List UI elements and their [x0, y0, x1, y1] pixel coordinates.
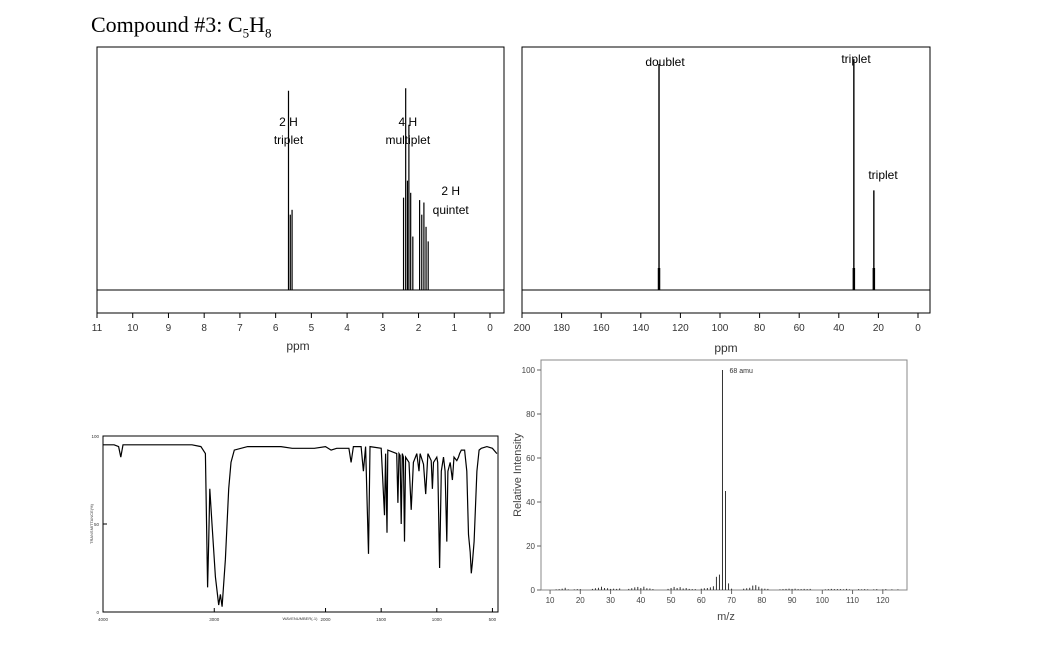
h1-nmr-annotation: 2 H — [279, 115, 298, 129]
ms-y-tick-label: 0 — [531, 586, 536, 595]
h1-nmr-x-tick-label: 2 — [416, 323, 422, 334]
ms-x-axis-label: m/z — [717, 611, 735, 623]
ms-x-tick-label: 70 — [727, 596, 736, 605]
ms-x-tick-label: 30 — [606, 596, 615, 605]
ir-x-axis-label: WAVENUMBER(-1) — [283, 616, 319, 621]
h1-nmr-x-axis-label: ppm — [286, 339, 309, 353]
ms-y-tick-label: 40 — [526, 498, 535, 507]
ir-x-tick-label: 2000 — [321, 617, 332, 622]
title-hydrogen: H — [249, 12, 265, 37]
h1-nmr-x-tick-label: 8 — [201, 323, 207, 334]
ir-y-tick-label: 0 — [96, 610, 99, 615]
c13-nmr-x-tick-label: 180 — [553, 323, 570, 334]
h1-nmr-x-tick-label: 6 — [273, 323, 279, 334]
title-prefix: Compound #3: C — [91, 12, 243, 37]
page-title: Compound #3: C5H8 — [91, 12, 271, 41]
c13-nmr-x-axis-label: ppm — [714, 341, 737, 355]
title-hydrogen-count: 8 — [264, 25, 272, 41]
ms-y-tick-label: 20 — [526, 542, 535, 551]
ms-y-tick-label: 100 — [522, 366, 536, 375]
ir-chart: 4000 3000 2000 1500 1000 500100500WAVENUMBER(… — [89, 434, 499, 622]
ms-x-tick-label: 100 — [816, 596, 830, 605]
h1-nmr-x-tick-label: 3 — [380, 323, 386, 334]
h1-nmr-x-tick-label: 11 — [92, 323, 103, 334]
ms-x-tick-label: 20 — [576, 596, 585, 605]
ir-y-tick-label: 50 — [94, 522, 100, 527]
ms-y-tick-label: 80 — [526, 410, 535, 419]
c13-nmr-x-tick-label: 140 — [632, 323, 649, 334]
h1-nmr-x-tick-label: 7 — [237, 323, 243, 334]
ms-x-tick-label: 60 — [697, 596, 706, 605]
ir-x-tick-label: 1000 — [432, 617, 443, 622]
c13-nmr-x-tick-label: 20 — [873, 323, 885, 334]
h1-nmr-x-tick-label: 4 — [344, 323, 350, 334]
ms-peak-annotation: 68 amu — [730, 368, 753, 375]
h1-nmr-annotation: 2 H — [441, 184, 460, 198]
ir-y-axis-label: TRANSMITTANCE(%) — [89, 503, 94, 544]
c13-nmr-x-tick-label: 40 — [833, 323, 845, 334]
ir-x-tick-label: 4000 — [98, 617, 109, 622]
ms-x-tick-label: 90 — [788, 596, 797, 605]
ms-y-tick-label: 60 — [526, 454, 535, 463]
c13-nmr-peak-label: triplet — [841, 52, 871, 66]
ms-x-tick-label: 50 — [667, 596, 676, 605]
ms-x-tick-label: 110 — [846, 596, 859, 605]
c13-nmr-frame — [521, 46, 931, 314]
ms-x-tick-label: 40 — [636, 596, 645, 605]
h1-nmr-annotation: 4 H — [398, 115, 417, 129]
ms-x-tick-label: 80 — [757, 596, 766, 605]
ms-x-tick-label: 10 — [546, 596, 555, 605]
c13-nmr-x-tick-label: 80 — [754, 323, 766, 334]
h1-nmr-annotation: quintet — [433, 203, 470, 217]
ms-frame — [540, 359, 908, 591]
ms-y-axis-label: Relative Intensity — [512, 433, 524, 517]
h1-nmr-x-tick-label: 1 — [451, 323, 457, 334]
h1-nmr-annotation: multiplet — [385, 133, 430, 147]
c13-nmr-x-tick-label: 200 — [514, 323, 531, 334]
ir-y-tick-label: 100 — [91, 434, 99, 439]
c13-nmr-x-tick-label: 160 — [593, 323, 610, 334]
h1-nmr-frame — [96, 46, 505, 314]
h1-nmr-x-tick-label: 5 — [309, 323, 315, 334]
c13-nmr-peak-label: doublet — [645, 55, 685, 69]
c13-nmr-x-tick-label: 60 — [794, 323, 806, 334]
ir-spectrum-line — [103, 444, 498, 607]
c13-nmr-x-tick-label: 120 — [672, 323, 689, 334]
title-carbon-count: 5 — [242, 25, 250, 41]
h1-nmr-x-tick-label: 9 — [166, 323, 172, 334]
h1-nmr-x-tick-label: 10 — [127, 323, 139, 334]
c13-nmr-x-tick-label: 100 — [712, 323, 729, 334]
ms-x-tick-label: 120 — [876, 596, 890, 605]
h1-nmr-annotation: triplet — [274, 133, 304, 147]
ir-x-tick-label: 500 — [489, 617, 497, 622]
ir-x-tick-label: 3000 — [209, 617, 220, 622]
mass-spectrum-chart: 68 amu 10 20 30 40 50 60 70 80 90 100 110 120 0 20 40 60… — [512, 359, 908, 623]
ir-x-tick-label: 1500 — [376, 617, 387, 622]
c13-nmr-peak-label: triplet — [868, 168, 898, 182]
c13-nmr-x-tick-label: 0 — [915, 323, 921, 334]
h1-nmr-x-tick-label: 0 — [487, 323, 493, 334]
